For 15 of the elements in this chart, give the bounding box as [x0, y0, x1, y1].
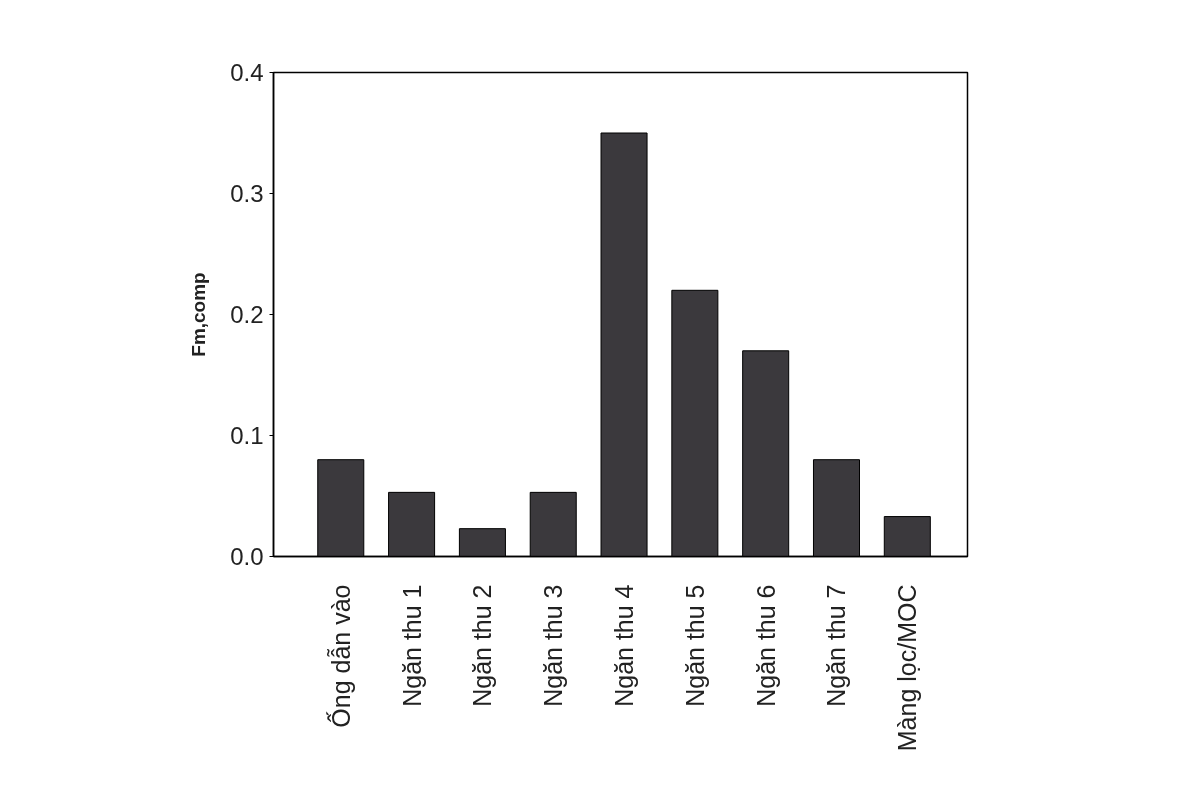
y-tick-label: 0.3 [230, 180, 264, 207]
x-tick-label: Ngăn thu 1 [397, 584, 426, 707]
x-tick-label: Ống dẫn vào [325, 584, 355, 728]
y-tick-label: 0.1 [230, 422, 264, 449]
y-axis-title: Fm,comp [188, 272, 210, 357]
x-tick-label: Màng lọc/MOC [893, 584, 922, 752]
x-tick-label: Ngăn thu 5 [680, 584, 709, 707]
x-tick-label: Ngăn thu 4 [610, 584, 639, 707]
y-tick-label: 0.4 [230, 59, 264, 86]
x-tick-label: Ngăn thu 2 [468, 584, 497, 707]
x-tick-label: Ngăn thu 3 [539, 584, 568, 707]
y-tick-label: 0.0 [230, 543, 264, 570]
x-tick-label: Ngăn thu 6 [751, 584, 780, 707]
x-tick-label: Ngăn thu 7 [822, 584, 851, 707]
y-tick-label: 0.2 [230, 301, 264, 328]
